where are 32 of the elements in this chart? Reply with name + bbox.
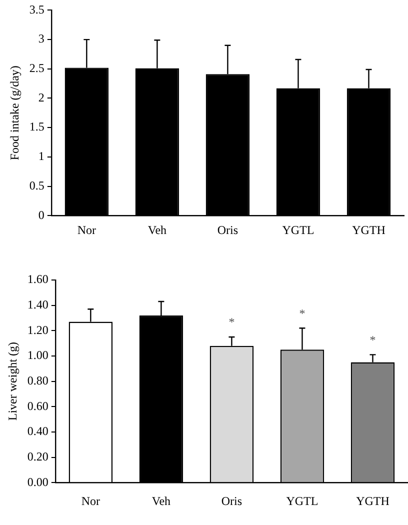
y-tick-label: 2 bbox=[38, 90, 44, 104]
annotation: * bbox=[299, 306, 306, 320]
x-tick-label: Oris bbox=[217, 222, 238, 237]
y-tick-label: 0.40 bbox=[27, 424, 48, 438]
x-tick-label: Veh bbox=[148, 222, 167, 237]
x-tick-label: YGTL bbox=[282, 222, 314, 237]
x-tick-label: YGTH bbox=[352, 222, 386, 237]
x-tick-label: Veh bbox=[152, 494, 171, 508]
y-tick-label: 0.80 bbox=[27, 373, 48, 388]
y-tick-label: 1.40 bbox=[27, 297, 48, 312]
y-tick-label: 1.60 bbox=[27, 272, 48, 286]
y-axis-title: Food intake (g/day) bbox=[7, 66, 22, 160]
y-tick-label: 0 bbox=[38, 208, 44, 222]
y-tick-label: 3.5 bbox=[29, 2, 44, 16]
y-tick-label: 2.5 bbox=[29, 61, 44, 76]
annotation: * bbox=[370, 332, 376, 347]
x-tick-label: Nor bbox=[81, 494, 100, 508]
x-tick-label: YGTH bbox=[356, 494, 390, 508]
y-tick-label: 3 bbox=[38, 32, 44, 46]
x-tick-label: Nor bbox=[77, 222, 96, 237]
y-tick-label: 0.60 bbox=[27, 398, 48, 413]
y-tick-label: 1.00 bbox=[27, 348, 48, 362]
y-tick-label: 0.20 bbox=[27, 449, 48, 464]
annotation: * bbox=[228, 315, 235, 330]
y-tick-label: 1.5 bbox=[29, 120, 44, 134]
y-tick-label: 1.20 bbox=[27, 322, 48, 337]
x-tick-label: YGTL bbox=[286, 494, 318, 508]
y-axis-title: Liver weight (g) bbox=[5, 342, 20, 421]
x-tick-label: Oris bbox=[221, 494, 242, 508]
y-tick-label: 0.00 bbox=[27, 474, 48, 489]
y-tick-label: 1 bbox=[38, 149, 44, 164]
y-tick-label: 0.5 bbox=[29, 178, 44, 192]
